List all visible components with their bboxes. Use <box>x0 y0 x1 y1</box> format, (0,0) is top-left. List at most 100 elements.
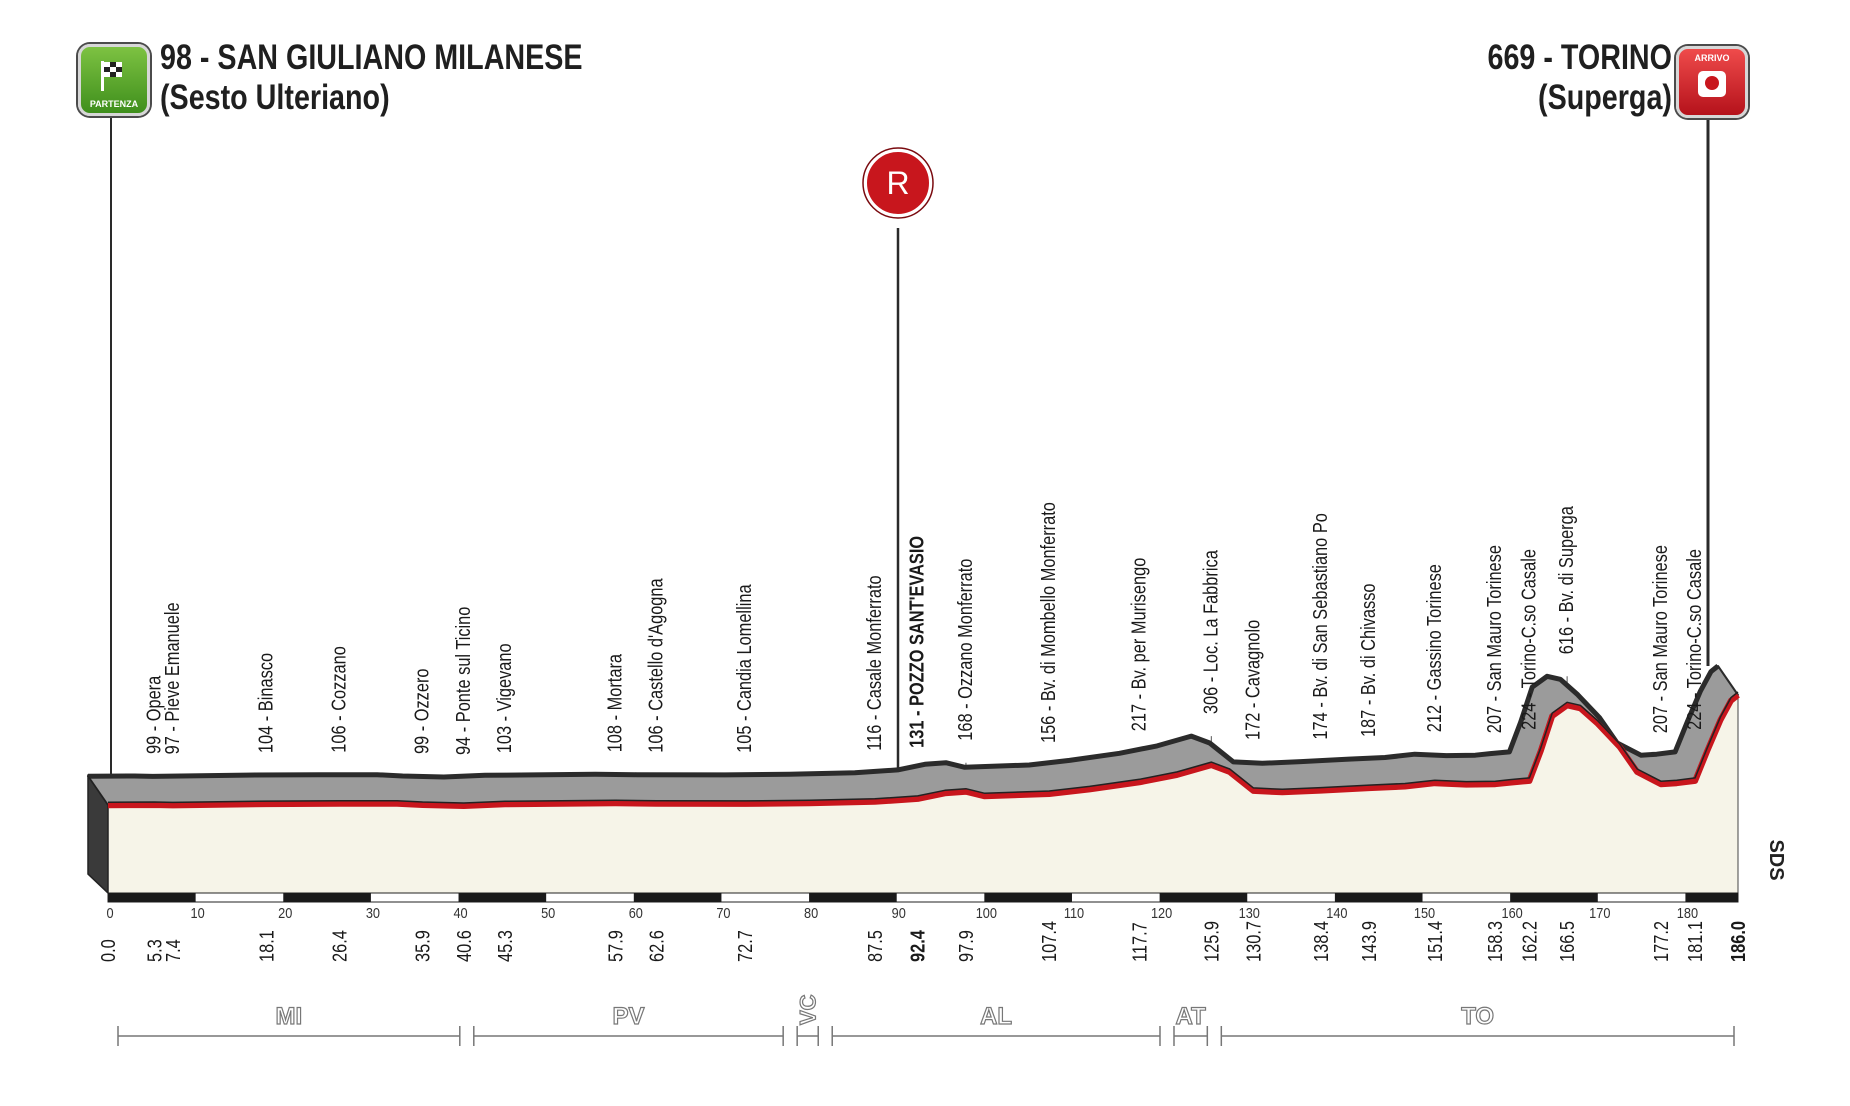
finish-subtitle: (Superga) <box>1538 78 1672 117</box>
place-label: 99 - Opera <box>142 675 165 754</box>
province-label: PV <box>612 1003 644 1030</box>
km-marker-label: 177.2 <box>1649 921 1672 962</box>
km-scale-tick-label: 10 <box>191 904 205 921</box>
place-label: 94 - Ponte sul Ticino <box>451 607 474 755</box>
km-scale-tick-label: 60 <box>629 904 643 921</box>
km-marker-label: 35.9 <box>411 930 434 962</box>
km-marker-label: 117.7 <box>1128 922 1151 962</box>
place-label: 224 - Torino-C.so Casale <box>1682 549 1705 730</box>
camera-icon <box>1698 71 1726 97</box>
km-marker-label: 26.4 <box>328 930 351 962</box>
km-marker-label: 87.5 <box>863 930 886 962</box>
profile-ridge <box>87 664 1720 780</box>
place-label: 168 - Ozzano Monferrato <box>953 559 976 741</box>
km-scale-tick-label: 100 <box>976 904 997 921</box>
place-label: 187 - Bv. di Chivasso <box>1356 584 1379 738</box>
place-label: 106 - Cozzano <box>327 646 350 753</box>
km-marker-label: 181.1 <box>1683 921 1706 962</box>
km-marker-label: 57.9 <box>604 930 627 962</box>
km-marker-label: 151.4 <box>1423 921 1446 962</box>
km-marker-label: 45.3 <box>493 930 516 962</box>
km-scale-tick-label: 0 <box>106 904 113 921</box>
km-scale-segment <box>633 893 722 902</box>
km-scale-segment <box>1685 893 1738 902</box>
sprint-marker-outline <box>862 147 934 219</box>
km-marker-label: 97.9 <box>954 930 977 962</box>
sds-label: SDS <box>1765 839 1787 880</box>
km-marker-label: 107.4 <box>1038 921 1061 962</box>
place-label: 104 - Binasco <box>254 653 277 753</box>
km-marker-label: 138.4 <box>1309 921 1332 962</box>
place-label: 207 - San Mauro Torinese <box>1648 545 1671 733</box>
sprint-marker-circle <box>863 148 933 218</box>
km-scale-segment <box>984 893 1072 902</box>
place-label: 207 - San Mauro Torinese <box>1483 545 1506 733</box>
start-subtitle: (Sesto Ulteriano) <box>160 78 390 117</box>
road-line-edge <box>107 691 1739 804</box>
km-scale-tick-label: 70 <box>716 904 730 921</box>
km-scale-tick-label: 160 <box>1502 904 1523 921</box>
place-label: 103 - Vigevano <box>492 643 515 753</box>
start-badge: PARTENZA <box>78 44 150 116</box>
place-label: 616 - Bv. di Superga <box>1555 505 1578 654</box>
km-marker-label: 166.5 <box>1556 921 1579 962</box>
km-marker-label: 186.0 <box>1726 921 1749 962</box>
km-scale-tick-label: 180 <box>1677 904 1698 921</box>
place-label: 306 - Loc. La Fabbrica <box>1199 549 1222 714</box>
start-flag-icon <box>101 61 122 91</box>
place-label: 156 - Bv. di Mombello Monferrato <box>1037 502 1060 743</box>
km-marker-label: 92.4 <box>906 929 929 962</box>
place-label: 106 - Castello d'Agogna <box>644 578 667 753</box>
km-scale-tick-label: 110 <box>1064 904 1085 921</box>
km-marker-label: 40.6 <box>452 930 475 962</box>
km-marker-label: 0.0 <box>96 939 119 962</box>
km-scale-tick-label: 130 <box>1239 904 1260 921</box>
km-scale-tick-label: 150 <box>1414 904 1435 921</box>
place-label: 131 - POZZO SANT'EVASIO <box>905 536 928 748</box>
province-label: AL <box>980 1003 1012 1030</box>
km-marker-label: 18.1 <box>255 930 278 962</box>
place-label: 172 - Cavagnolo <box>1241 620 1264 740</box>
km-marker-label: 72.7 <box>734 930 757 962</box>
place-label: 116 - Casale Monferrato <box>862 575 885 750</box>
km-scale-tick-label: 20 <box>278 904 292 921</box>
km-scale-tick-label: 90 <box>892 904 906 921</box>
km-scale-segment <box>1510 893 1598 902</box>
sprint-marker-letter: R <box>886 165 909 201</box>
km-scale-segment <box>283 893 371 902</box>
km-scale-tick-label: 120 <box>1151 904 1172 921</box>
place-label: 224 - Torino-C.so Casale <box>1517 549 1540 730</box>
km-marker-label: 125.9 <box>1200 921 1223 962</box>
place-label: 108 - Mortara <box>603 653 626 752</box>
km-scale-segment <box>458 893 547 902</box>
km-scale-tick-label: 80 <box>804 904 818 921</box>
finish-badge-label: ARRIVO <box>1694 53 1730 63</box>
km-scale-segment <box>1334 893 1423 902</box>
province-label: AT <box>1176 1003 1207 1030</box>
province-label: MI <box>276 1003 303 1030</box>
place-label: 99 - Ozzero <box>410 668 433 754</box>
km-scale-segment <box>809 893 897 902</box>
km-marker-label: 143.9 <box>1357 921 1380 962</box>
km-marker-label: 7.4 <box>161 939 184 962</box>
km-scale-tick-label: 30 <box>366 904 380 921</box>
place-label: 212 - Gassino Torinese <box>1422 564 1445 732</box>
km-scale-tick-label: 50 <box>541 904 555 921</box>
start-title: 98 - SAN GIULIANO MILANESE <box>160 38 583 77</box>
start-header: 98 - SAN GIULIANO MILANESE (Sesto Ulteri… <box>160 38 583 118</box>
province-label: TO <box>1461 1003 1494 1030</box>
km-scale-tick-label: 140 <box>1326 904 1347 921</box>
km-marker-label: 5.3 <box>143 939 166 962</box>
km-scale-tick-label: 40 <box>453 904 467 921</box>
place-label: 217 - Bv. per Murisengo <box>1127 558 1150 732</box>
finish-badge: ARRIVO <box>1676 46 1748 118</box>
km-marker-label: 162.2 <box>1518 921 1541 962</box>
place-label: 174 - Bv. di San Sebastiano Po <box>1308 513 1331 739</box>
km-marker-label: 62.6 <box>645 930 668 962</box>
finish-header: 669 - TORINO (Superga) <box>1488 38 1672 118</box>
km-marker-label: 158.3 <box>1484 921 1507 962</box>
km-scale-segment <box>108 893 196 902</box>
road-line <box>107 692 1740 809</box>
